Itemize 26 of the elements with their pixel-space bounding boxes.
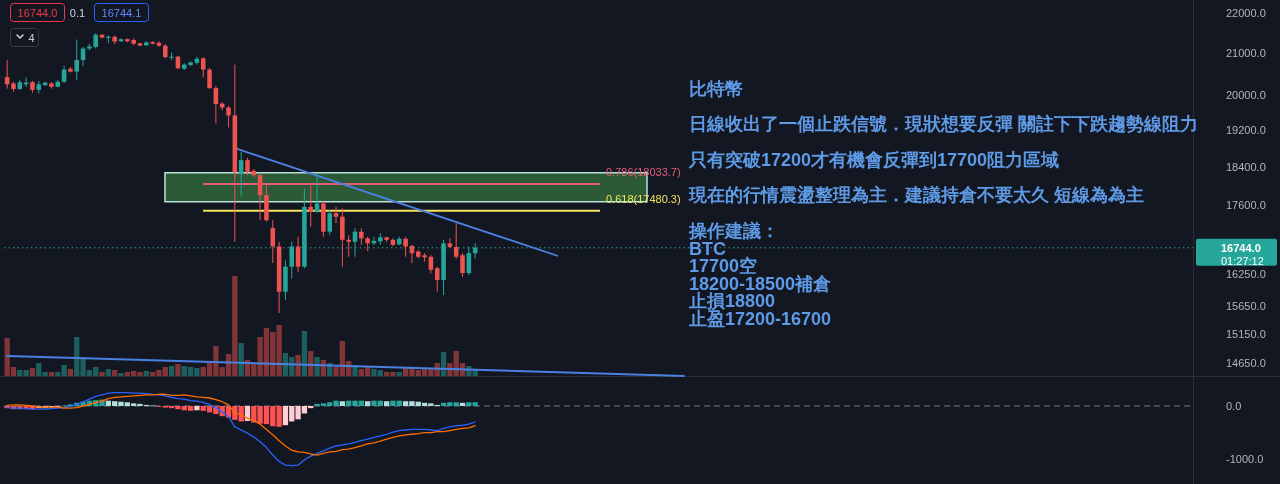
y-tick-label: -1000.0 xyxy=(1226,453,1264,466)
y-tick-label: 18400.0 xyxy=(1226,160,1266,173)
y-tick-label: 21000.0 xyxy=(1226,47,1266,60)
ref-line-label: 16744.0 xyxy=(1221,241,1261,254)
y-tick-label: 15650.0 xyxy=(1226,299,1266,312)
annotation: 現在的行情震盪整理為主．建議持倉不要太久 短線為為主 xyxy=(688,184,1145,205)
y-tick-label: 17600.0 xyxy=(1226,198,1266,211)
annotation: 16744.0 xyxy=(17,6,58,19)
annotation: 日線收出了一個止跌信號．現狀想要反彈 關註下下跌趨勢線阻力 xyxy=(689,114,1199,135)
y-tick-label: 19200.0 xyxy=(1226,124,1266,137)
y-tick-label: 14650.0 xyxy=(1226,356,1266,369)
text: 01:27:12 xyxy=(1221,255,1264,267)
ref-line-label: 0.786(18033.7) xyxy=(606,165,681,178)
annotation: 止盈17200-16700 xyxy=(688,309,832,329)
annotation: 4 xyxy=(28,31,35,44)
annotation: 0.1 xyxy=(69,6,86,19)
y-tick-label: 0.0 xyxy=(1226,400,1242,412)
annotation: 只有突破17200才有機會反彈到17700阻力區域 xyxy=(688,149,1060,170)
annotation: 17700空 xyxy=(689,256,758,277)
annotation: 操作建議： xyxy=(688,221,779,241)
y-tick-label: 15150.0 xyxy=(1226,327,1266,340)
annotation: 比特幣 xyxy=(689,79,743,99)
y-tick-label: 20000.0 xyxy=(1226,88,1266,101)
y-tick-label: 16250.0 xyxy=(1226,267,1266,280)
annotation: 16744.1 xyxy=(101,6,142,19)
y-tick-label: 22000.0 xyxy=(1226,7,1266,19)
